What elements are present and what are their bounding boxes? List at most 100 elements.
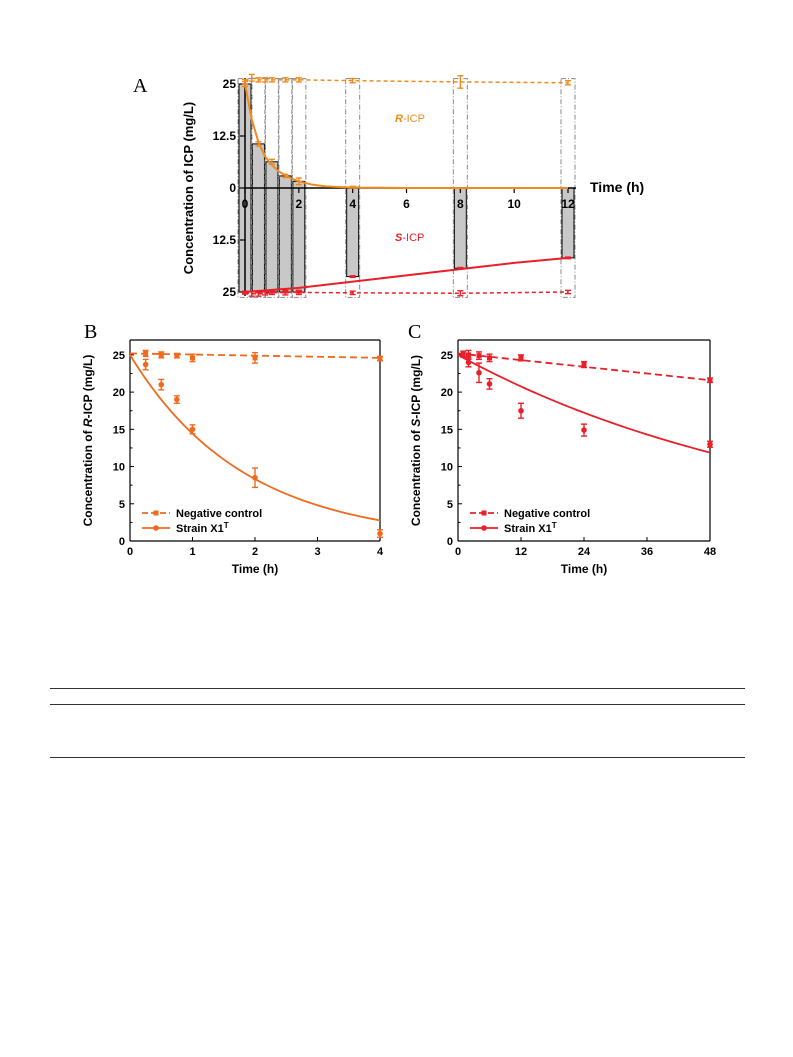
b-y-tick-label-1: 5 [119,499,125,511]
b-strain-point-0 [142,361,149,368]
b-strain-fit-line [129,354,381,522]
c-legend-strain-label: Strain X1T [504,521,557,536]
c-x-tick-label-3: 36 [641,546,653,558]
a-x-tick-label-0: 0 [242,197,249,211]
s-icp-point-1 [255,290,262,294]
c-strain-point-3 [518,407,524,414]
table-rule-middle [50,704,745,705]
b-strain-point-2 [174,396,180,403]
a-y-axis-label: Concentration of ICP (mg/L) [181,102,196,274]
b-control-point-0 [143,350,149,356]
a-x-tick-label-6: 12 [561,197,575,211]
c-control-point-4 [518,355,524,361]
a-x-tick-label-3: 6 [403,197,410,211]
chart-panel-b: B 0 1 2 3 4 0 5 10 15 20 25 Time (h) Concentration o… [81,321,384,576]
b-y-tick-label-3: 15 [113,424,125,436]
b-strain-point-1 [158,381,165,388]
b-y-tick-label-5: 25 [113,350,125,362]
c-strain-point-4 [581,427,587,433]
a-x-tick-label-1: 2 [295,197,302,211]
c-x-tick-label-4: 48 [704,546,716,558]
a-y-tick-label-up-2: 0 [229,181,236,195]
c-control-point-1 [466,352,471,358]
b-control-point-1 [158,352,164,358]
r-icp-control-line [244,76,569,84]
b-x-tick-label-3: 3 [314,546,320,558]
table-rule-bottom [50,757,745,758]
s-icp-control-line [244,291,569,295]
c-legend-control-label: Negative control [504,508,590,520]
c-strain-point-2 [486,381,493,387]
c-strain-fit-line [457,354,711,454]
chart-panel-c: C 0 12 24 36 48 0 5 10 15 20 25 Time (h) Concentrati… [408,321,716,576]
chart-panel-a: A 0 2 4 6 8 10 12 25 12.5 0 12.5 25 Time (h) Concentr… [133,73,644,299]
b-y-tick-label-4: 20 [113,387,125,399]
s-icp-point-4 [295,290,302,294]
r-icp-label: R-ICP [395,113,425,125]
b-control-point-3 [190,355,195,361]
c-x-axis-label: Time (h) [561,562,607,576]
c-strain-point-0 [465,359,472,366]
b-legend-strain-label: Strain X1T [176,521,229,536]
s-icp-fit-line [244,256,569,293]
c-control-point-3 [487,355,492,361]
c-control-point-5 [581,362,587,368]
b-control-point-5 [377,356,383,362]
panel-letter-b: B [84,321,97,343]
b-x-axis-label: Time (h) [232,562,278,576]
c-y-tick-label-0: 0 [447,536,453,548]
a-y-tick-label-up-1: 12.5 [213,129,237,143]
b-legend-control-label: Negative control [176,508,262,520]
table-rule-top [50,688,745,689]
s-icp-point-0 [242,290,248,294]
s-icp-point-3 [282,290,289,294]
c-legend-strain-marker [481,525,487,531]
b-x-tick-label-0: 0 [127,546,133,558]
c-control-point-0 [460,351,466,357]
b-control-point-4 [252,355,258,361]
b-legend-strain-marker [153,525,159,531]
b-strain-point-3 [189,426,196,433]
a-x-tick-label-4: 8 [457,197,464,211]
a-x-axis-label: Time (h) [590,179,644,195]
s-icp-bar-3 [278,187,292,293]
a-y-tick-label-up-0: 25 [223,77,237,91]
c-y-axis-label: Concentration of S-ICP (mg/L) [409,355,423,526]
a-y-tick-label-down-1: 25 [223,285,237,299]
b-y-tick-label-0: 0 [119,536,125,548]
c-strain-point-5 [707,441,713,448]
s-icp-point-7 [565,256,571,260]
c-legend-control-marker [481,510,487,516]
b-y-axis-label: Concentration of R-ICP (mg/L) [81,355,95,527]
s-icp-point-6 [457,266,464,270]
b-y-tick-label-2: 10 [113,462,125,474]
c-x-tick-label-1: 12 [515,546,527,558]
b-x-tick-label-1: 1 [189,546,195,558]
c-x-tick-label-2: 24 [578,546,591,558]
panel-letter-c: C [408,321,421,343]
a-y-tick-label-down-0: 12.5 [213,233,237,247]
s-icp-bar-2 [265,187,279,293]
b-strain-point-5 [377,530,383,537]
b-strain-point-4 [252,474,258,481]
c-y-tick-label-1: 5 [447,499,453,511]
b-x-tick-label-4: 4 [377,546,384,558]
b-control-point-2 [174,353,180,359]
c-y-tick-label-5: 25 [441,350,453,362]
c-y-tick-label-3: 15 [441,424,453,436]
s-icp-point-2 [268,290,275,294]
c-control-point-2 [476,353,482,359]
s-icp-bar-1 [251,187,265,293]
s-icp-label: S-ICP [395,232,424,244]
r-icp-fit-line [244,83,568,189]
c-x-tick-label-0: 0 [455,546,461,558]
b-x-tick-label-2: 2 [252,546,258,558]
b-legend-control-marker [153,510,159,516]
c-y-tick-label-4: 20 [441,387,453,399]
a-x-tick-label-2: 4 [349,197,356,211]
panel-letter-a: A [133,75,148,97]
c-control-point-6 [707,377,713,383]
s-icp-point-5 [349,275,356,279]
c-y-tick-label-2: 10 [441,462,453,474]
c-strain-point-1 [476,369,482,376]
